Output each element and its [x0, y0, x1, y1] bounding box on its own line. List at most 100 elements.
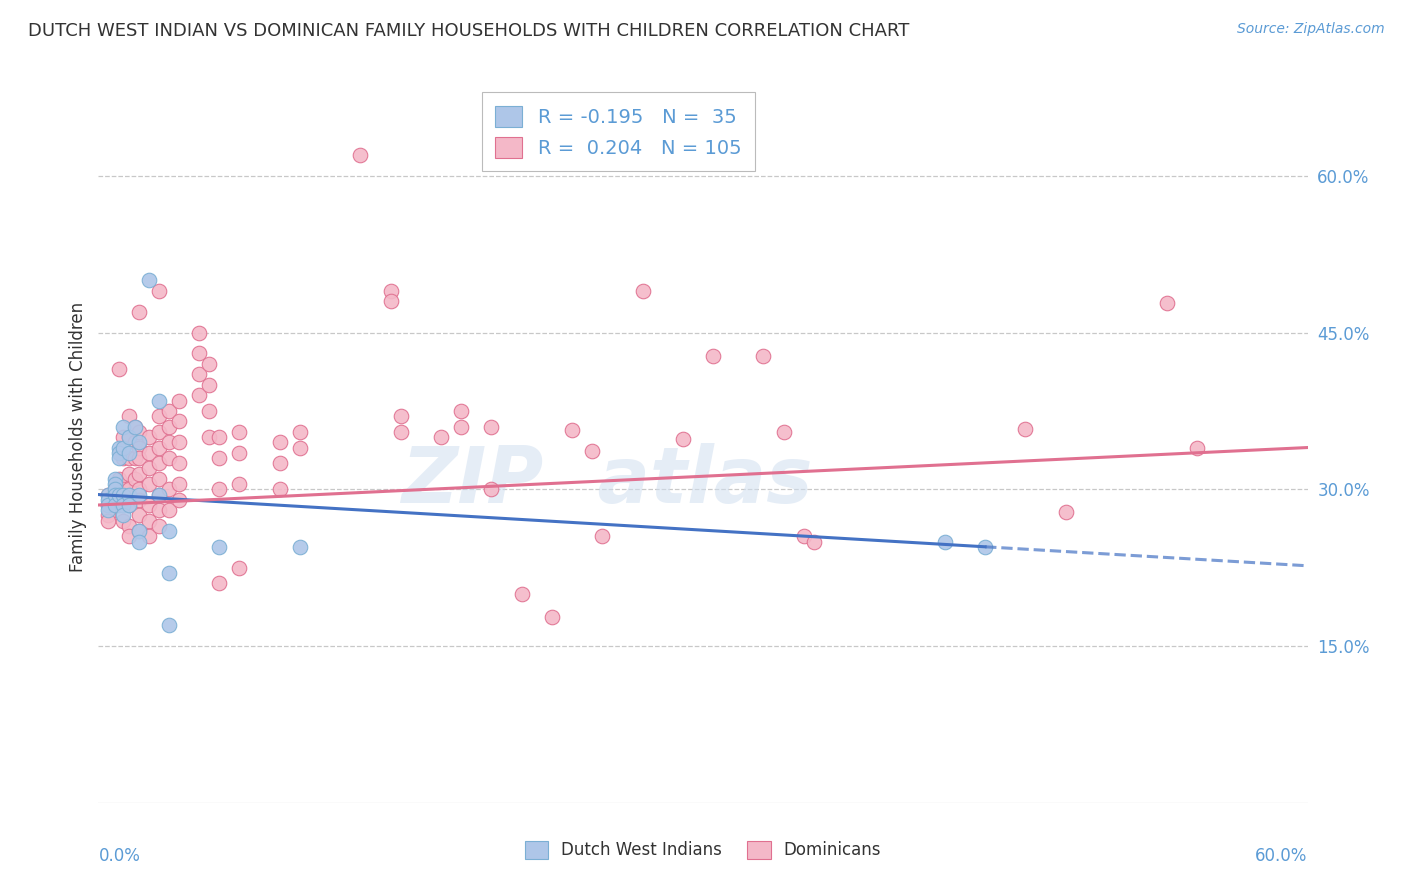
Point — [481, 483, 503, 497]
Point — [793, 529, 815, 543]
Point — [167, 393, 190, 408]
Point — [124, 472, 146, 486]
Point — [167, 477, 190, 491]
Point — [1185, 441, 1208, 455]
Point — [591, 529, 613, 543]
Point — [510, 587, 533, 601]
Point — [188, 346, 211, 360]
Text: ZIP  atlas: ZIP atlas — [401, 443, 813, 519]
Point — [1014, 422, 1036, 436]
Text: Source: ZipAtlas.com: Source: ZipAtlas.com — [1237, 22, 1385, 37]
Point — [269, 483, 291, 497]
Point — [167, 435, 190, 450]
Point — [208, 576, 231, 591]
Point — [157, 566, 180, 580]
Point — [389, 425, 412, 439]
Point — [103, 487, 125, 501]
Point — [148, 425, 170, 439]
Point — [389, 409, 412, 424]
Point — [128, 524, 150, 538]
Point — [138, 529, 160, 543]
Point — [481, 419, 503, 434]
Point — [167, 414, 190, 428]
Point — [97, 487, 120, 501]
Point — [111, 419, 134, 434]
Point — [128, 483, 150, 497]
Point — [288, 540, 311, 554]
Point — [631, 284, 654, 298]
Point — [103, 472, 125, 486]
Point — [157, 450, 180, 465]
Point — [269, 456, 291, 470]
Point — [128, 441, 150, 455]
Point — [167, 492, 190, 507]
Point — [148, 456, 170, 470]
Point — [198, 357, 221, 371]
Point — [349, 148, 371, 162]
Point — [138, 461, 160, 475]
Point — [128, 450, 150, 465]
Point — [208, 483, 231, 497]
Point — [128, 467, 150, 481]
Point — [107, 498, 129, 512]
Point — [581, 443, 603, 458]
Point — [380, 284, 402, 298]
Point — [228, 425, 250, 439]
Point — [148, 503, 170, 517]
Point — [107, 487, 129, 501]
Point — [157, 524, 180, 538]
Point — [974, 540, 997, 554]
Point — [702, 349, 724, 363]
Point — [124, 419, 146, 434]
Point — [228, 477, 250, 491]
Point — [111, 514, 134, 528]
Point — [128, 425, 150, 439]
Point — [128, 304, 150, 318]
Point — [97, 492, 120, 507]
Point — [167, 456, 190, 470]
Point — [148, 487, 170, 501]
Point — [228, 560, 250, 574]
Point — [148, 409, 170, 424]
Point — [148, 441, 170, 455]
Point — [107, 446, 129, 460]
Point — [128, 524, 150, 538]
Point — [128, 492, 150, 507]
Point — [118, 487, 141, 501]
Point — [111, 430, 134, 444]
Point — [97, 498, 120, 512]
Text: 0.0%: 0.0% — [98, 847, 141, 864]
Point — [111, 450, 134, 465]
Point — [288, 425, 311, 439]
Point — [772, 425, 794, 439]
Point — [188, 326, 211, 340]
Point — [128, 487, 150, 501]
Point — [97, 487, 120, 501]
Legend: Dutch West Indians, Dominicans: Dutch West Indians, Dominicans — [516, 832, 890, 868]
Point — [1156, 296, 1178, 310]
Point — [103, 498, 125, 512]
Y-axis label: Family Households with Children: Family Households with Children — [69, 302, 87, 572]
Point — [107, 450, 129, 465]
Point — [450, 404, 472, 418]
Point — [208, 540, 231, 554]
Point — [934, 534, 956, 549]
Point — [157, 503, 180, 517]
Point — [138, 430, 160, 444]
Point — [157, 483, 180, 497]
Text: 60.0%: 60.0% — [1256, 847, 1308, 864]
Point — [107, 441, 129, 455]
Point — [148, 393, 170, 408]
Point — [124, 435, 146, 450]
Point — [208, 430, 231, 444]
Point — [157, 404, 180, 418]
Point — [103, 498, 125, 512]
Point — [157, 618, 180, 632]
Point — [103, 483, 125, 497]
Text: DUTCH WEST INDIAN VS DOMINICAN FAMILY HOUSEHOLDS WITH CHILDREN CORRELATION CHART: DUTCH WEST INDIAN VS DOMINICAN FAMILY HO… — [28, 22, 910, 40]
Point — [752, 349, 775, 363]
Point — [124, 450, 146, 465]
Point — [128, 534, 150, 549]
Point — [118, 529, 141, 543]
Point — [228, 446, 250, 460]
